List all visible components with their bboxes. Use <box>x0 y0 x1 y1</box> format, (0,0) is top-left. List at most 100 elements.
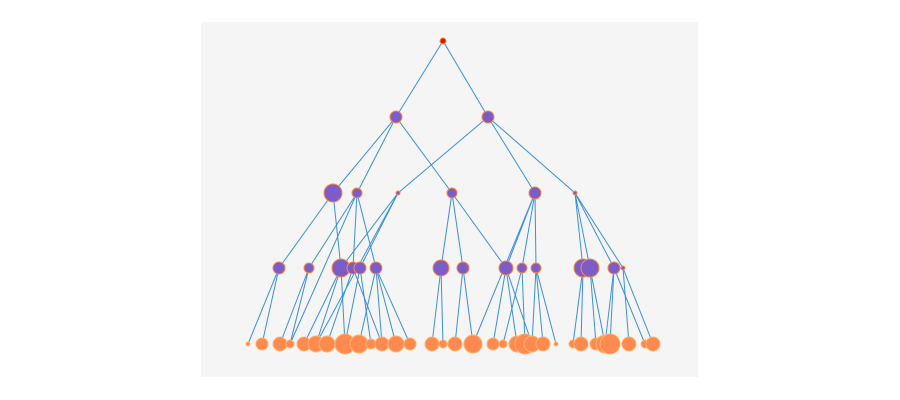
tree-node-leaf-d23[interactable] <box>535 336 551 352</box>
tree-link-c3-d6 <box>315 267 342 345</box>
tree-link-c9-d20 <box>505 267 518 345</box>
tree-node-leaf-d30[interactable] <box>621 336 637 352</box>
tree-link-c5-d10 <box>359 267 372 345</box>
tree-node-inner-c5[interactable] <box>353 261 367 275</box>
tree-link-c7-d14 <box>431 267 442 345</box>
tree-node-leaf-d16[interactable] <box>447 336 463 352</box>
tree-link-a2-b6 <box>487 116 576 194</box>
tree-node-leaf-d26[interactable] <box>573 336 589 352</box>
tree-link-c14-d31 <box>613 267 646 345</box>
tree-link-c4-d11 <box>352 267 383 345</box>
tree-node-root-r[interactable] <box>439 37 447 45</box>
tree-link-b2-d4 <box>289 192 358 345</box>
links-layer <box>247 40 654 345</box>
tree-diagram-panel <box>201 22 698 377</box>
tree-node-leaf-d9[interactable] <box>349 334 369 354</box>
tree-node-inner-c9[interactable] <box>498 260 514 276</box>
tree-node-inner-b1[interactable] <box>323 183 343 203</box>
tree-link-c12-d25 <box>572 267 584 345</box>
tree-link-c1-d2 <box>261 267 280 345</box>
tree-node-inner-c13[interactable] <box>580 258 600 278</box>
tree-link-c14-d28 <box>604 267 615 345</box>
tree-node-inner-c14[interactable] <box>607 261 621 275</box>
tree-link-c11-d22 <box>531 267 537 345</box>
tree-link-b2-c6 <box>356 192 377 269</box>
tree-link-a2-b5 <box>487 116 536 194</box>
tree-link-c15-d30 <box>622 267 630 345</box>
tree-link-b5-c11 <box>534 192 537 269</box>
tree-node-leaf-d11[interactable] <box>374 336 390 352</box>
tree-node-inner-b4[interactable] <box>446 187 458 199</box>
tree-link-c1-d1 <box>247 267 280 345</box>
tree-link-b6-c12 <box>574 192 584 269</box>
tree-node-leaf-d14[interactable] <box>424 336 440 352</box>
tree-link-c6-d12 <box>375 267 397 345</box>
tree-link-c4-d7 <box>326 267 354 345</box>
tree-link-b1-c3 <box>332 192 342 269</box>
tree-link-c3-d8 <box>340 267 346 345</box>
tree-node-inner-c11[interactable] <box>530 262 542 274</box>
tree-node-inner-c8[interactable] <box>456 261 470 275</box>
tree-link-c3-d5 <box>303 267 342 345</box>
tree-node-leaf-d2[interactable] <box>255 337 269 351</box>
tree-link-c9-d22 <box>505 267 533 345</box>
tree-link-c8-d17 <box>462 267 474 345</box>
tree-node-inner-a2[interactable] <box>481 110 495 124</box>
tree-node-leaf-d19[interactable] <box>498 339 508 349</box>
tree-node-leaf-d24[interactable] <box>553 341 559 347</box>
tree-link-a1-b1 <box>332 116 397 194</box>
tree-link-c9-d18 <box>492 267 507 345</box>
tree-node-leaf-d18[interactable] <box>486 337 500 351</box>
tree-link-b4-c8 <box>451 192 464 269</box>
tree-node-inner-a1[interactable] <box>389 110 403 124</box>
tree-link-c8-d16 <box>454 267 464 345</box>
tree-link-b1-c1 <box>278 192 334 269</box>
tree-node-leaf-d7[interactable] <box>318 335 336 353</box>
tree-link-c15-d32 <box>622 267 654 345</box>
tree-node-leaf-d13[interactable] <box>403 337 417 351</box>
tree-link-c2-d4 <box>289 267 310 345</box>
tree-node-inner-b5[interactable] <box>528 186 542 200</box>
tree-node-leaf-d1[interactable] <box>245 341 251 347</box>
tree-link-b3-c3 <box>340 192 399 269</box>
tree-node-leaf-d12[interactable] <box>387 335 405 353</box>
tree-link-c11-d24 <box>535 267 557 345</box>
tree-node-inner-b3[interactable] <box>395 190 401 196</box>
tree-node-leaf-d17[interactable] <box>463 334 483 354</box>
tree-link-c10-d19 <box>502 267 523 345</box>
tree-link-b6-c13 <box>574 192 591 269</box>
tree-link-b4-c9 <box>451 192 507 269</box>
tree-link-a1-b4 <box>395 116 453 194</box>
tree-link-c11-d23 <box>535 267 544 345</box>
tree-node-inner-c7[interactable] <box>432 259 450 277</box>
tree-link-b5-c10 <box>521 192 536 269</box>
tree-node-inner-c10[interactable] <box>516 262 528 274</box>
tree-link-a2-b3 <box>397 116 489 194</box>
tree-node-inner-b2[interactable] <box>351 187 363 199</box>
tree-node-leaf-d29[interactable] <box>599 333 621 355</box>
tree-link-c2-d3 <box>279 267 310 345</box>
tree-node-leaf-d4[interactable] <box>285 339 295 349</box>
tree-node-inner-c6[interactable] <box>369 261 383 275</box>
tree-node-leaf-d15[interactable] <box>438 339 448 349</box>
tree-link-c6-d13 <box>375 267 411 345</box>
tree-link-b6-c15 <box>574 192 624 269</box>
tree-link-c7-d15 <box>440 267 444 345</box>
tree-link-b6-c14 <box>574 192 615 269</box>
tree-link-c14-d29 <box>609 267 615 345</box>
tree-link-b2-c4 <box>352 192 358 269</box>
tree-link-r-a1 <box>395 40 444 118</box>
tree-diagram <box>245 37 661 355</box>
tree-node-inner-c15[interactable] <box>620 265 626 271</box>
tree-node-inner-b6[interactable] <box>572 190 578 196</box>
tree-link-c12-d26 <box>580 267 584 345</box>
tree-link-a1-b2 <box>356 116 397 194</box>
tree-node-leaf-d3[interactable] <box>272 336 288 352</box>
tree-link-c10-d21 <box>521 267 526 345</box>
tree-link-b4-c7 <box>440 192 453 269</box>
tree-link-b2-c2 <box>308 192 358 269</box>
tree-node-inner-c2[interactable] <box>303 262 315 274</box>
tree-node-leaf-d32[interactable] <box>645 336 661 352</box>
tree-node-inner-c1[interactable] <box>272 261 286 275</box>
tree-link-c6-d11 <box>375 267 383 345</box>
